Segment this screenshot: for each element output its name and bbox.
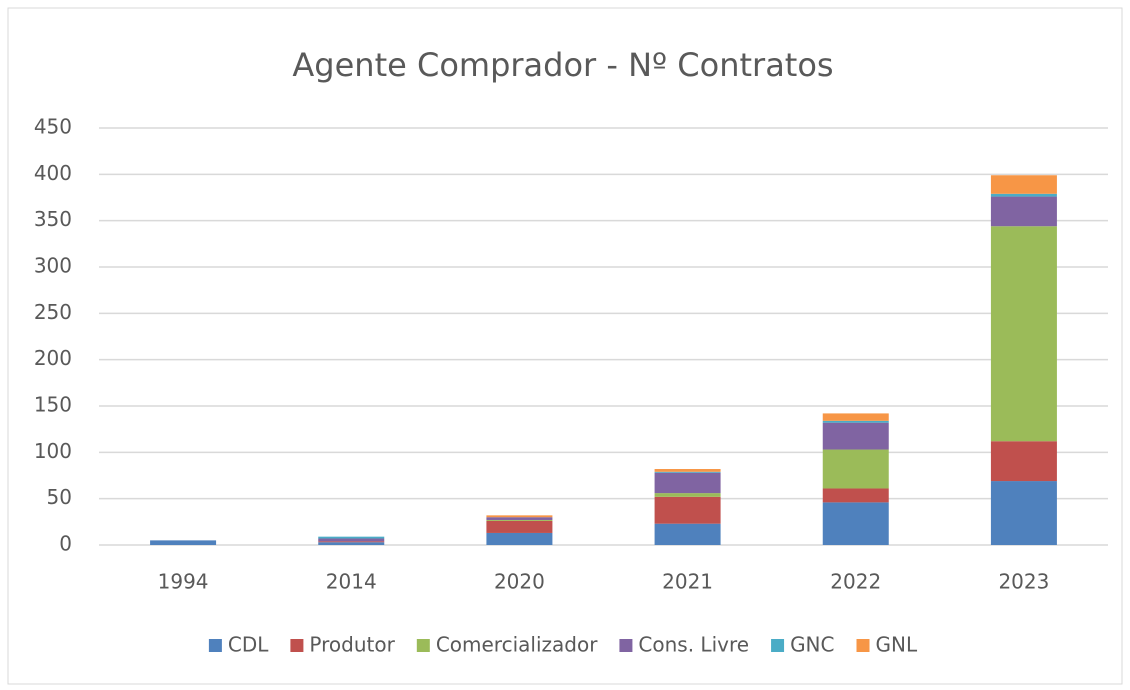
bar-segment — [822, 488, 889, 503]
bar-segment — [654, 523, 721, 545]
y-tick-label: 200 — [34, 346, 72, 370]
y-tick-label: 300 — [34, 254, 72, 278]
legend-swatch — [416, 639, 430, 652]
bar-segment — [318, 538, 385, 542]
bar-segment — [990, 226, 1057, 442]
legend-swatch — [208, 639, 222, 652]
chart-border — [7, 7, 1123, 685]
bar-segment — [654, 493, 721, 497]
y-tick-label: 250 — [34, 300, 72, 324]
bar-segment — [654, 469, 721, 472]
bar-segment — [822, 449, 889, 489]
x-tick-label: 1994 — [158, 570, 209, 594]
bar-segment — [654, 472, 721, 494]
chart-title: Agente Comprador - Nº Contratos — [292, 46, 833, 84]
bar-segment — [318, 536, 385, 539]
legend-label: GNC — [790, 633, 834, 657]
bar-segment — [990, 175, 1057, 194]
x-tick-label: 2022 — [830, 570, 881, 594]
y-tick-label: 450 — [34, 115, 72, 139]
bar-segment — [990, 196, 1057, 227]
y-tick-label: 0 — [59, 532, 72, 556]
legend-swatch — [771, 639, 785, 652]
bar-segment — [486, 520, 553, 533]
bar-segment — [486, 515, 553, 518]
bar-segment — [486, 517, 553, 520]
bar-segment — [822, 420, 889, 423]
x-tick-label: 2023 — [998, 570, 1049, 594]
bar-segment — [486, 519, 553, 521]
legend-swatch — [856, 639, 870, 652]
bar-segment — [822, 422, 889, 450]
bar-segment — [990, 441, 1057, 482]
legend-swatch — [290, 639, 304, 652]
x-tick-label: 2014 — [326, 570, 377, 594]
bar-segment — [990, 481, 1057, 545]
legend-label: Cons. Livre — [638, 633, 749, 657]
bar-segment — [990, 193, 1057, 197]
bar-segment — [654, 471, 721, 473]
y-tick-label: 150 — [34, 393, 72, 417]
x-tick-label: 2021 — [662, 570, 713, 594]
legend-label: Produtor — [309, 633, 395, 657]
bar-segment — [318, 541, 385, 543]
legend-swatch — [619, 639, 633, 652]
legend-label: GNL — [876, 633, 918, 657]
bar-segment — [654, 496, 721, 524]
x-tick-label: 2020 — [494, 570, 545, 594]
bar-segment — [150, 540, 217, 545]
legend-label: CDL — [228, 633, 269, 657]
y-tick-label: 350 — [34, 207, 72, 231]
bar-segment — [318, 542, 385, 545]
bar-segment — [822, 413, 889, 421]
legend-label: Comercializador — [436, 633, 598, 657]
y-tick-label: 50 — [47, 485, 72, 509]
y-tick-label: 100 — [34, 439, 72, 463]
y-tick-label: 400 — [34, 161, 72, 185]
bar-segment — [822, 502, 889, 545]
bar-segment — [486, 532, 553, 545]
